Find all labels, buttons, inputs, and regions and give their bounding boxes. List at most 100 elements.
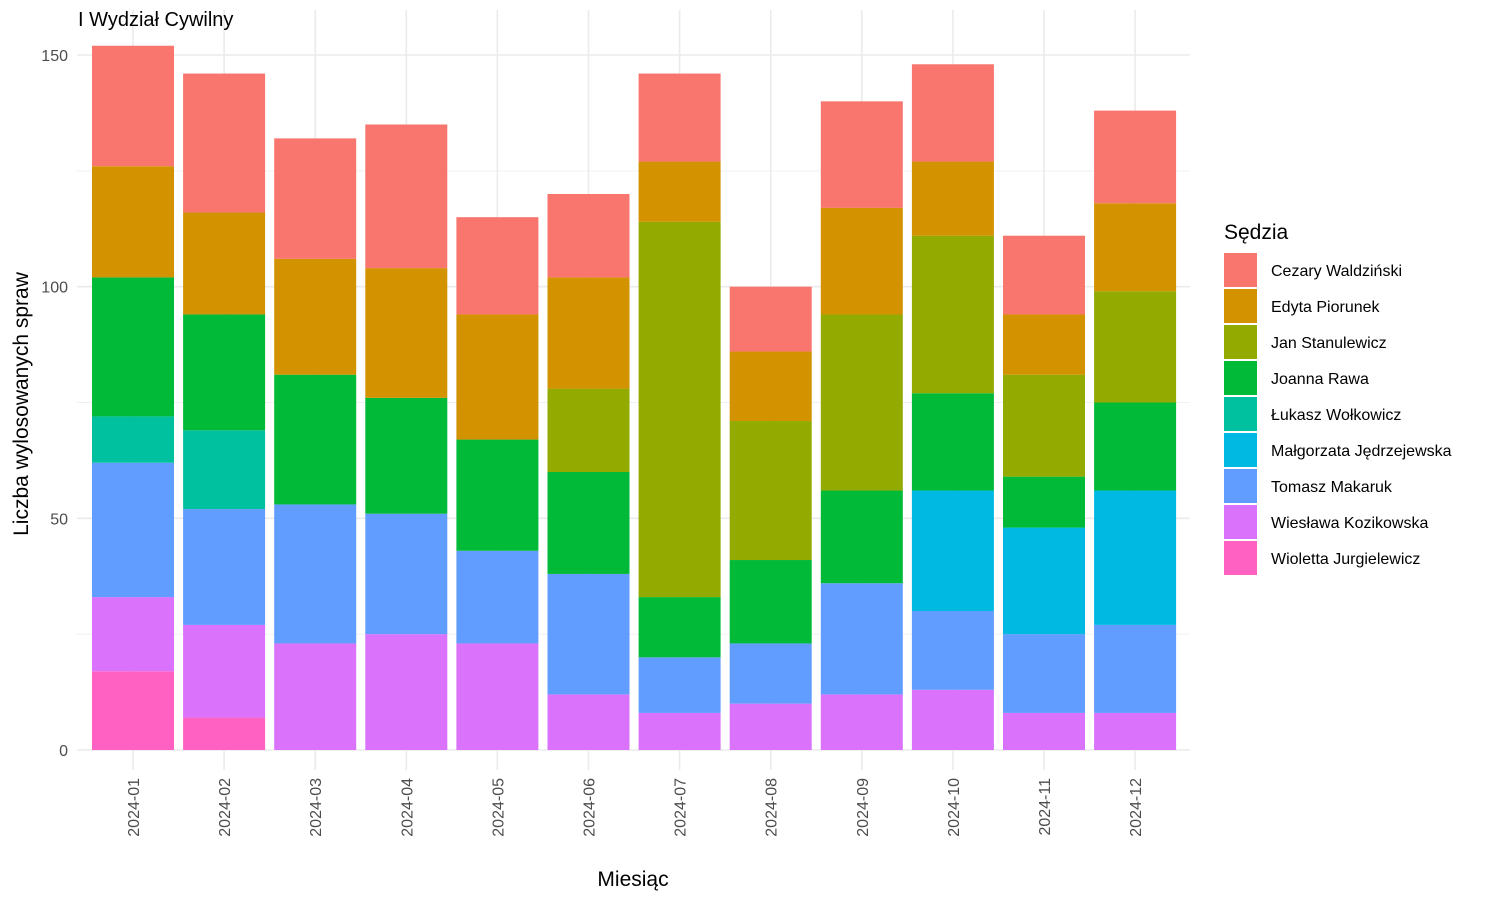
bar-segment xyxy=(729,351,812,422)
bar-segment xyxy=(1094,712,1177,750)
legend-label: Jan Stanulewicz xyxy=(1271,335,1387,352)
legend-swatch xyxy=(1224,505,1257,539)
bar-segment xyxy=(638,657,721,713)
bar-segment xyxy=(1003,634,1085,713)
legend-swatch xyxy=(1224,469,1257,503)
bars xyxy=(92,45,1177,750)
legend-swatch xyxy=(1224,541,1257,575)
x-axis-label: Miesiąc xyxy=(597,868,668,891)
bar-segment xyxy=(820,101,903,208)
legend-swatch xyxy=(1224,325,1257,359)
bar-segment xyxy=(274,258,357,375)
bar-segment xyxy=(456,217,539,315)
bar-segment xyxy=(274,138,357,259)
x-tick-label: 2024-06 xyxy=(582,778,599,837)
x-tick-label: 2024-05 xyxy=(490,778,507,837)
bar-segment xyxy=(729,703,812,750)
bar-segment xyxy=(820,207,903,315)
x-axis-ticks: 2024-01 2024-02 2024-03 2024-04 2024-05 2024-… xyxy=(126,778,1145,837)
legend-title: Sędzia xyxy=(1224,221,1289,244)
bar-segment xyxy=(547,388,630,472)
bar-segment xyxy=(547,277,630,389)
bar-segment xyxy=(1003,476,1085,528)
bar-segment xyxy=(638,221,721,598)
bar-segment xyxy=(820,583,903,695)
bar-segment xyxy=(911,689,994,750)
bar-segment xyxy=(1003,235,1085,315)
bar-segment xyxy=(820,490,903,584)
bar-segment xyxy=(1094,402,1177,491)
bar-segment xyxy=(729,643,812,704)
x-tick-label: 2024-08 xyxy=(764,778,781,837)
bar-segment xyxy=(92,462,174,598)
x-tick-label: 2024-10 xyxy=(946,778,963,837)
bar-segment xyxy=(638,712,721,750)
legend-label: Wioletta Jurgielewicz xyxy=(1271,551,1420,568)
bar-segment xyxy=(456,550,539,644)
bar-segment xyxy=(1094,110,1177,204)
bar-segment xyxy=(1094,203,1177,292)
bar-segment xyxy=(911,161,994,236)
bar-segment xyxy=(1003,314,1085,375)
bar-segment xyxy=(183,212,266,315)
bar-segment xyxy=(183,717,266,750)
bar-segment xyxy=(729,286,812,352)
legend-swatch xyxy=(1224,253,1257,287)
x-tick-label: 2024-09 xyxy=(855,778,872,837)
bar-segment xyxy=(911,235,994,394)
bar-segment xyxy=(1003,527,1085,635)
legend-label: Małgorzata Jędrzejewska xyxy=(1271,443,1452,460)
bar-segment xyxy=(92,277,174,417)
bar-segment xyxy=(638,161,721,222)
bar-segment xyxy=(274,643,357,750)
y-tick-label: 150 xyxy=(41,48,68,65)
legend-swatch xyxy=(1224,397,1257,431)
bar-segment xyxy=(274,374,357,505)
bar-segment xyxy=(911,611,994,690)
legend-swatch xyxy=(1224,361,1257,395)
bar-segment xyxy=(820,314,903,491)
legend-label: Cezary Waldziński xyxy=(1271,263,1402,280)
bar-segment xyxy=(183,73,266,213)
bar-segment xyxy=(547,194,630,278)
bar-segment xyxy=(92,671,174,750)
legend-label: Wiesława Kozikowska xyxy=(1271,515,1428,532)
legend-swatch xyxy=(1224,433,1257,467)
bar-segment xyxy=(456,314,539,440)
bar-segment xyxy=(1094,291,1177,403)
legend-label: Tomasz Makaruk xyxy=(1271,479,1393,496)
bar-segment xyxy=(547,694,630,750)
bar-segment xyxy=(183,509,266,625)
y-tick-label: 100 xyxy=(41,280,68,297)
x-tick-label: 2024-03 xyxy=(308,778,325,837)
bar-segment xyxy=(729,560,812,644)
bar-segment xyxy=(729,421,812,561)
bar-segment xyxy=(1003,374,1085,477)
bar-segment xyxy=(365,634,448,750)
bar-segment xyxy=(183,624,266,718)
bar-segment xyxy=(92,45,174,167)
bar-segment xyxy=(183,314,266,431)
bar-segment xyxy=(456,643,539,750)
x-tick-label: 2024-12 xyxy=(1128,778,1145,837)
y-tick-label: 50 xyxy=(50,511,68,528)
legend: Sędzia Cezary Waldziński Edyta Piorunek Ja… xyxy=(1224,221,1452,575)
bar-segment xyxy=(365,397,448,514)
bar-segment xyxy=(92,416,174,463)
bar-segment xyxy=(911,490,994,611)
bar-segment xyxy=(274,504,357,644)
bar-segment xyxy=(1003,712,1085,750)
bar-segment xyxy=(911,64,994,162)
bar-segment xyxy=(92,597,174,672)
legend-label: Joanna Rawa xyxy=(1271,371,1369,388)
x-tick-label: 2024-11 xyxy=(1037,778,1054,836)
bar-segment xyxy=(1094,624,1177,713)
bar-segment xyxy=(638,73,721,162)
x-tick-label: 2024-04 xyxy=(399,778,416,837)
bar-segment xyxy=(547,472,630,574)
y-axis-label: Liczba wylosowanych spraw xyxy=(10,271,33,536)
chart-title: I Wydział Cywilny xyxy=(78,9,233,31)
bar-segment xyxy=(911,393,994,491)
y-axis-ticks: 0 50 100 150 xyxy=(41,48,68,760)
